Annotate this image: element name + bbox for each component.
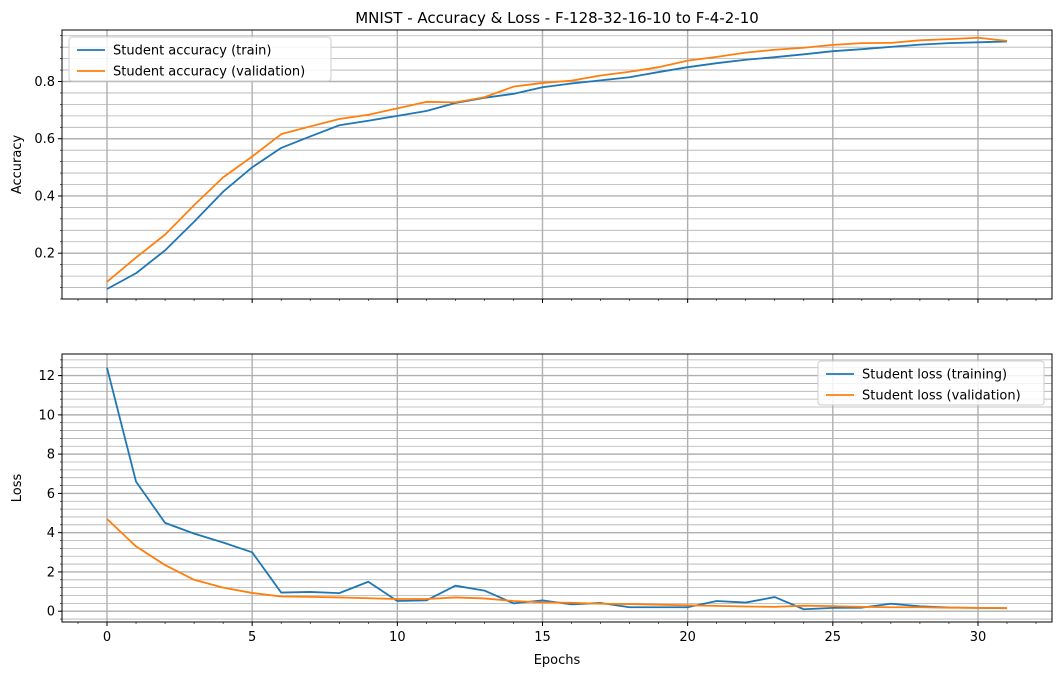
legend-label-2: Student accuracy (validation) <box>113 65 305 80</box>
x-tick-label: 15 <box>534 630 551 645</box>
y-tick-label: 4 <box>47 526 55 541</box>
y-tick-label: 8 <box>47 448 55 463</box>
y-axis-label: Accuracy <box>10 135 25 195</box>
legend-label-1: Student accuracy (train) <box>113 44 272 59</box>
y-tick-label: 0.4 <box>34 189 55 204</box>
y-tick-label: 2 <box>47 565 55 580</box>
plot-frame <box>61 353 1053 623</box>
y-tick-label: 0.2 <box>34 247 55 262</box>
y-tick-label: 0 <box>47 605 55 620</box>
y-axis-label: Loss <box>10 474 25 503</box>
loss-chart: 0 5 10 15 20 25 30 0 2 4 6 8 10 12 Loss Epochs Student l… <box>10 353 1053 668</box>
x-tick-label: 20 <box>679 630 696 645</box>
y-tick-label: 12 <box>38 369 55 384</box>
y-tick-label: 0.8 <box>34 75 55 90</box>
x-tick-label: 5 <box>248 630 256 645</box>
legend-box <box>817 360 1045 406</box>
legend: Student loss (training) Student loss (val… <box>817 360 1045 406</box>
x-tick-label: 25 <box>825 630 842 645</box>
legend: Student accuracy (train) Student accuracy… <box>68 36 332 82</box>
x-axis-label: Epochs <box>534 653 581 668</box>
y-tick-label: 10 <box>38 408 55 423</box>
x-tick-label: 10 <box>389 630 406 645</box>
y-tick-label: 0.6 <box>34 132 55 147</box>
legend-box <box>68 36 332 82</box>
legend-label-2: Student loss (validation) <box>862 389 1021 404</box>
x-tick-label: 0 <box>103 630 111 645</box>
accuracy-chart: 0.2 0.4 0.6 0.8 MNIST - Accuracy & Loss - F-… <box>10 9 1053 303</box>
series-line-2 <box>106 518 1008 609</box>
series-line-1 <box>106 40 1008 290</box>
x-tick-label: 30 <box>970 630 987 645</box>
plot-frame <box>61 29 1053 300</box>
chart-title: MNIST - Accuracy & Loss - F-128-32-16-10… <box>355 9 759 27</box>
series-line-2 <box>106 36 1008 283</box>
legend-label-1: Student loss (training) <box>862 368 1007 383</box>
y-tick-label: 6 <box>47 487 55 502</box>
